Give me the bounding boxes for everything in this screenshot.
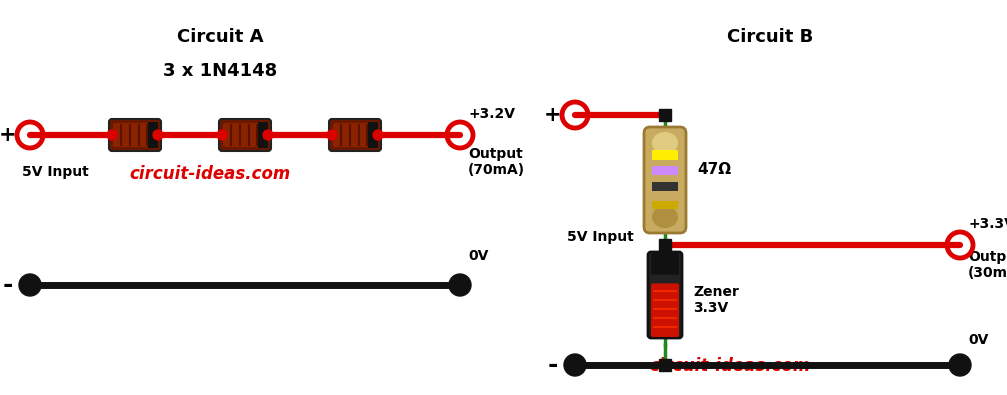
Text: +3.2V: +3.2V	[468, 107, 515, 121]
Circle shape	[949, 354, 971, 376]
FancyBboxPatch shape	[651, 253, 679, 275]
Text: 5V Input: 5V Input	[22, 165, 89, 179]
Circle shape	[107, 130, 117, 140]
Text: Zener
3.3V: Zener 3.3V	[693, 285, 739, 315]
Text: 0V: 0V	[468, 249, 488, 263]
Circle shape	[217, 130, 227, 140]
Circle shape	[373, 130, 383, 140]
Circle shape	[263, 130, 273, 140]
Text: 47Ω: 47Ω	[697, 162, 731, 177]
FancyBboxPatch shape	[333, 123, 377, 147]
Text: Output
(70mA): Output (70mA)	[468, 147, 525, 177]
Text: 3 x 1N4148: 3 x 1N4148	[163, 62, 277, 80]
Text: Output
(30mA): Output (30mA)	[968, 250, 1007, 280]
Bar	[368, 122, 378, 148]
FancyBboxPatch shape	[651, 283, 679, 337]
Circle shape	[153, 130, 163, 140]
Bar	[652, 182, 678, 191]
Bar	[652, 201, 678, 209]
Circle shape	[19, 274, 41, 296]
Text: -: -	[3, 273, 13, 297]
FancyBboxPatch shape	[329, 119, 381, 151]
FancyBboxPatch shape	[113, 123, 157, 147]
FancyBboxPatch shape	[223, 123, 267, 147]
Text: Circuit A: Circuit A	[177, 28, 263, 46]
Bar	[652, 150, 678, 160]
Text: 0V: 0V	[968, 333, 989, 347]
FancyBboxPatch shape	[648, 252, 682, 338]
FancyBboxPatch shape	[219, 119, 271, 151]
FancyBboxPatch shape	[644, 127, 686, 233]
Text: Circuit B: Circuit B	[727, 28, 813, 46]
Bar	[258, 122, 268, 148]
FancyBboxPatch shape	[109, 119, 161, 151]
Text: +3.3V: +3.3V	[968, 217, 1007, 231]
Ellipse shape	[652, 132, 678, 154]
Text: 5V Input: 5V Input	[567, 230, 633, 244]
Text: +: +	[544, 105, 562, 125]
Text: -: -	[548, 353, 558, 377]
Bar	[652, 166, 678, 175]
Text: circuit-ideas.com: circuit-ideas.com	[650, 357, 811, 375]
Circle shape	[564, 354, 586, 376]
Text: circuit-ideas.com: circuit-ideas.com	[129, 165, 291, 183]
Ellipse shape	[652, 206, 678, 228]
Circle shape	[449, 274, 471, 296]
Bar	[148, 122, 158, 148]
Circle shape	[327, 130, 337, 140]
Text: +: +	[0, 125, 17, 145]
